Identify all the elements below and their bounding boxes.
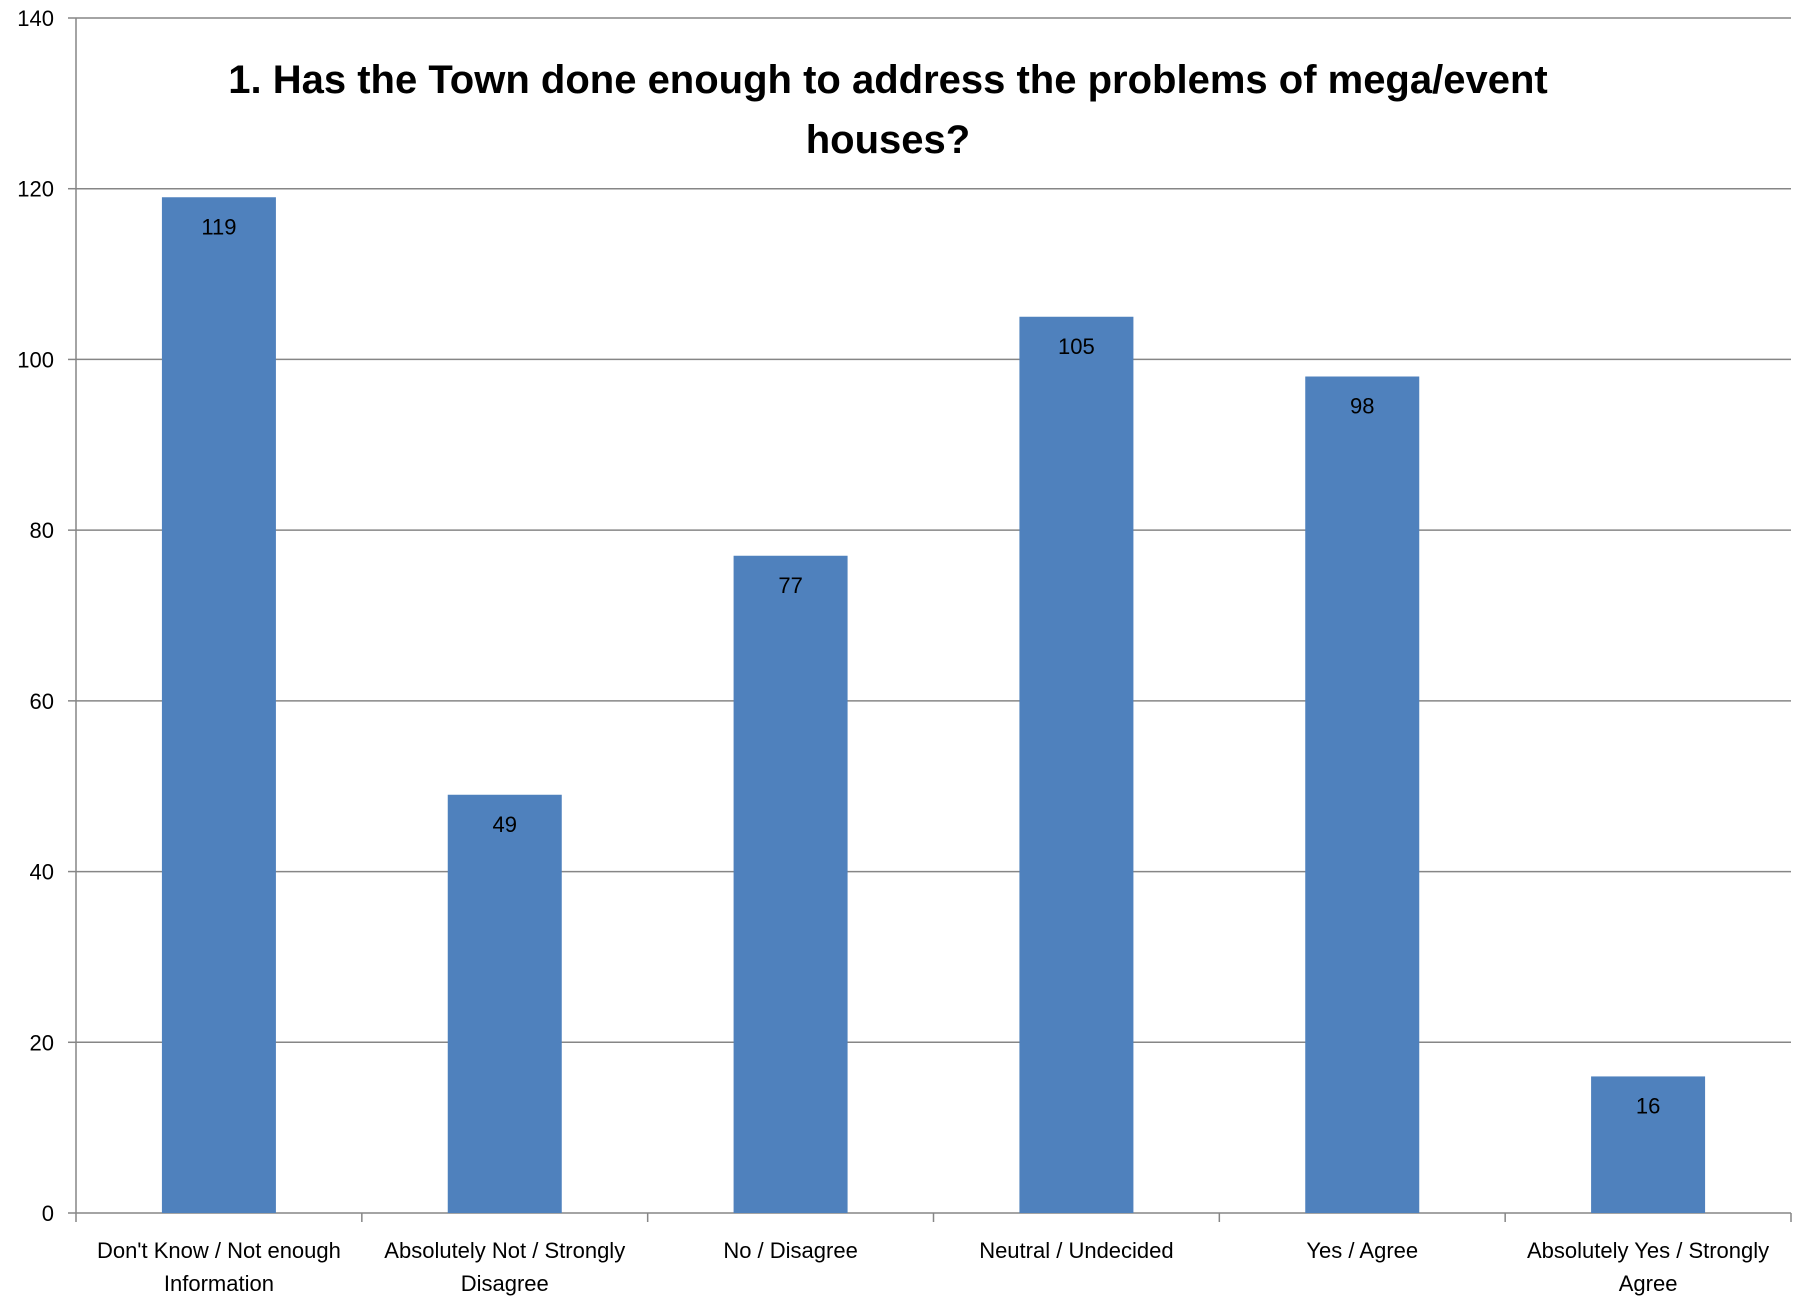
y-tick-label: 40 [30,860,54,885]
gridlines [76,17,1791,1044]
data-label: 98 [1350,394,1374,419]
data-label: 49 [493,812,517,837]
bar [161,197,276,1213]
y-tick-label: 20 [30,1030,54,1055]
x-category-label: Disagree [461,1271,549,1296]
y-tick-label: 140 [17,6,54,31]
data-label: 16 [1636,1093,1660,1118]
labels: 0 20 40 60 80 100 120 140 119 Don't Know / Not en… [17,6,1769,1296]
x-category-label: Yes / Agree [1306,1238,1418,1263]
data-label: 77 [778,573,802,598]
x-category-label: Neutral / Undecided [979,1238,1173,1263]
bars [161,197,1706,1213]
y-tick-label: 80 [30,518,54,543]
bar [1591,1076,1706,1213]
bar [1019,316,1134,1213]
x-category-label: Absolutely Not / Strongly [384,1238,625,1263]
chart-title-line: 1. Has the Town done enough to address t… [228,58,1547,102]
y-tick-label: 0 [42,1201,54,1226]
bar [447,794,562,1213]
y-tick-label: 120 [17,177,54,202]
x-category-label: No / Disagree [723,1238,858,1263]
x-category-label: Don't Know / Not enough [97,1238,341,1263]
data-label: 119 [201,214,236,239]
y-tick-label: 60 [30,689,54,714]
bar [733,555,848,1213]
bar [1305,376,1420,1213]
axes [68,17,1792,1222]
chart-title: 1. Has the Town done enough to address t… [228,58,1547,162]
data-label: 105 [1058,334,1095,359]
y-tick-label: 100 [17,347,54,372]
x-category-label: Agree [1619,1271,1678,1296]
x-category-label: Information [164,1271,274,1296]
x-category-label: Absolutely Yes / Strongly [1527,1238,1769,1263]
chart-title-line: houses? [806,118,970,162]
